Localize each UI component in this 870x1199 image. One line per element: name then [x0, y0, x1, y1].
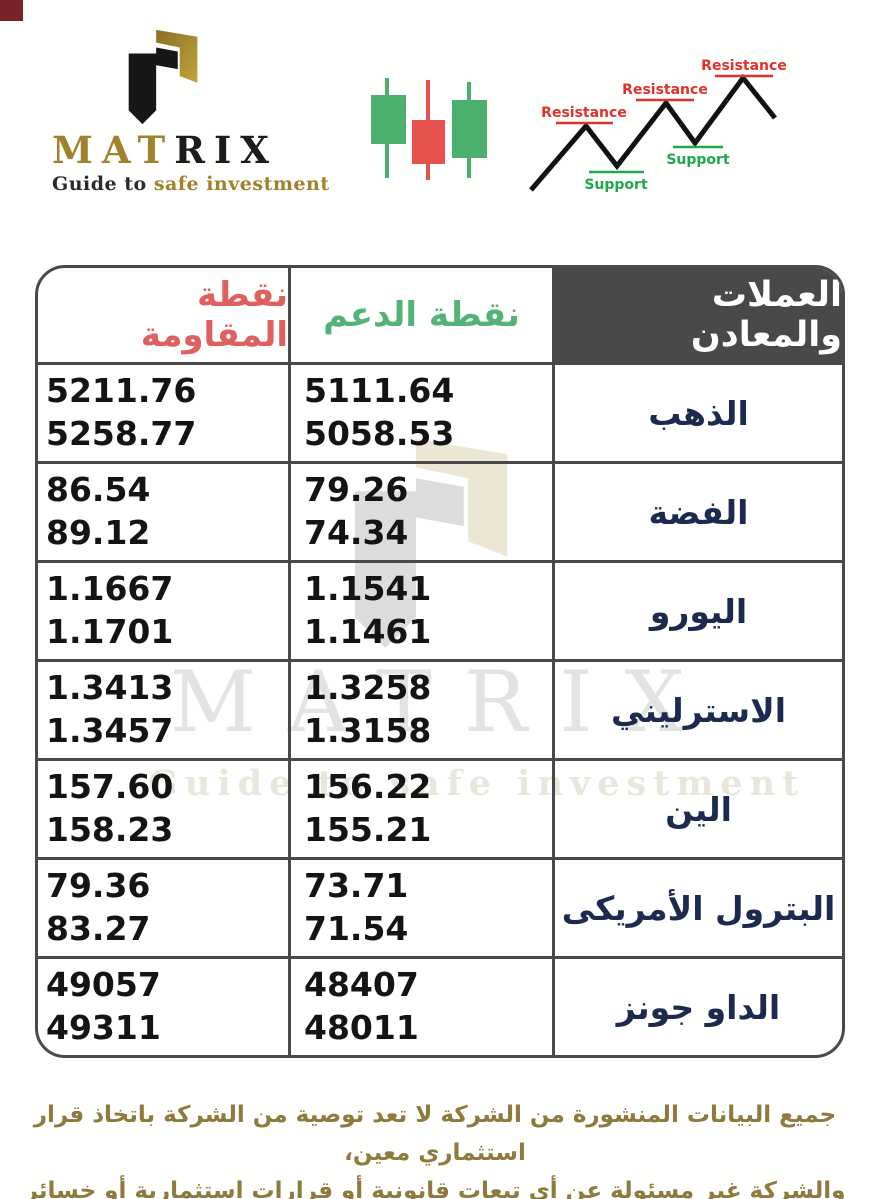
- table-row-yen: 157.60 158.23 156.22 155.21 الين: [38, 761, 842, 860]
- instrument-name: الفضة: [648, 492, 749, 532]
- brand-wordmark: MATRIX: [52, 130, 278, 171]
- instrument-name: الين: [665, 789, 732, 829]
- support-label-2: Support: [666, 152, 730, 168]
- instrument-name: البترول الأمريكى: [561, 888, 836, 928]
- disclaimer-line-1: جميع البيانات المنشورة من الشركة لا تعد …: [33, 1102, 837, 1166]
- support-values: 79.26 74.34: [291, 464, 555, 560]
- header-support-point: نقطة الدعم: [291, 268, 555, 362]
- matrix-logo-icon: [128, 29, 198, 125]
- brand-dark: RIX: [174, 128, 278, 172]
- support-resistance-diagram: Resistance Resistance Resistance Support…: [529, 58, 787, 193]
- resistance-values: 86.54 89.12: [38, 464, 291, 560]
- table-grid: نقطة المقاومة نقطة الدعم العملات والمعاد…: [38, 268, 842, 1055]
- table-row-dow-jones: 49057 49311 48407 48011 الداو جونز: [38, 959, 842, 1055]
- table-row-us-oil: 79.36 83.27 73.71 71.54 البترول الأمريكى: [38, 860, 842, 959]
- instrument-name: الاسترليني: [610, 690, 787, 730]
- resistance-label-2: Resistance: [622, 82, 708, 98]
- support-values: 1.3258 1.3158: [291, 662, 555, 758]
- corner-mark: [0, 0, 23, 21]
- table-row-sterling: 1.3413 1.3457 1.3258 1.3158 الاسترليني: [38, 662, 842, 761]
- support-values: 1.1541 1.1461: [291, 563, 555, 659]
- resistance-values: 5211.76 5258.77: [38, 365, 291, 461]
- disclaimer-line-2: والشركة غير مسئولة عن أي تبعات قانونية أ…: [24, 1178, 846, 1199]
- candlestick-icon: [371, 78, 487, 180]
- header-resistance-point: نقطة المقاومة: [38, 268, 291, 362]
- resistance-label-1: Resistance: [541, 105, 627, 121]
- support-values: 5111.64 5058.53: [291, 365, 555, 461]
- instrument-name: الداو جونز: [616, 987, 781, 1027]
- resistance-label-3: Resistance: [701, 58, 787, 74]
- resistance-values: 79.36 83.27: [38, 860, 291, 956]
- brand-tagline: Guide to safe investment: [52, 172, 330, 195]
- instrument-name: الذهب: [648, 393, 749, 433]
- resistance-values: 1.1667 1.1701: [38, 563, 291, 659]
- instrument-name: اليورو: [649, 591, 748, 631]
- table-row-euro: 1.1667 1.1701 1.1541 1.1461 اليورو: [38, 563, 842, 662]
- price-levels-table: MATRIX Guide to safe investment نقطة الم…: [35, 265, 845, 1058]
- matrix-logo: MATRIX Guide to safe investment: [52, 24, 330, 195]
- resistance-values: 49057 49311: [38, 959, 291, 1055]
- support-label-1: Support: [584, 177, 648, 193]
- support-values: 48407 48011: [291, 959, 555, 1055]
- table-row-silver: 86.54 89.12 79.26 74.34 الفضة: [38, 464, 842, 563]
- brand-gold: MAT: [52, 128, 175, 172]
- resistance-values: 157.60 158.23: [38, 761, 291, 857]
- resistance-values: 1.3413 1.3457: [38, 662, 291, 758]
- table-header-row: نقطة المقاومة نقطة الدعم العملات والمعاد…: [38, 268, 842, 365]
- support-values: 156.22 155.21: [291, 761, 555, 857]
- disclaimer-text: جميع البيانات المنشورة من الشركة لا تعد …: [15, 1096, 855, 1199]
- support-values: 73.71 71.54: [291, 860, 555, 956]
- header-currencies-metals: العملات والمعادن: [555, 268, 842, 362]
- table-row-gold: 5211.76 5258.77 5111.64 5058.53 الذهب: [38, 365, 842, 464]
